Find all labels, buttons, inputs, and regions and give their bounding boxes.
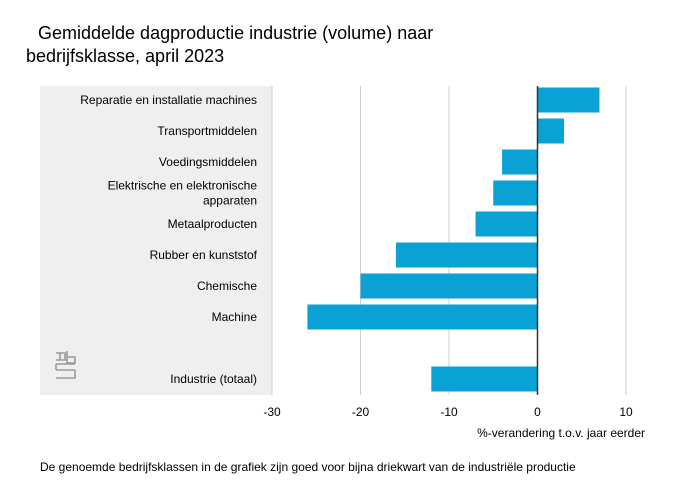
x-axis-label: %-verandering t.o.v. jaar eerder <box>477 426 645 440</box>
bar <box>307 304 538 330</box>
label-panel <box>40 86 272 395</box>
x-tick-label: 0 <box>534 405 541 419</box>
bar <box>360 273 538 299</box>
chart-title-line-2: bedrijfsklasse, april 2023 <box>26 46 225 66</box>
bar <box>431 366 538 392</box>
x-tick-label: -10 <box>440 405 458 419</box>
category-labels: Reparatie en installatie machines Transpo… <box>80 93 257 386</box>
bar <box>493 180 538 206</box>
category-label: Reparatie en installatie machines <box>80 93 257 107</box>
category-label: Voedingsmiddelen <box>159 155 257 169</box>
chart-title-line-1: Gemiddelde dagproductie industrie (volum… <box>38 23 434 43</box>
cbs-logo-icon <box>55 351 76 379</box>
x-tick-label: 10 <box>619 405 633 419</box>
category-label: Chemische <box>197 279 257 293</box>
bar <box>475 211 538 237</box>
chart-title: Gemiddelde dagproductie industrie (volum… <box>26 22 433 68</box>
bar <box>537 118 565 144</box>
category-label: Industrie (totaal) <box>170 372 257 386</box>
bar <box>537 87 600 113</box>
category-label: Rubber en kunststof <box>150 248 258 262</box>
category-label: Transportmiddelen <box>157 124 257 138</box>
category-label: Machine <box>212 310 258 324</box>
x-tick-labels: -30 -20 -10 0 10 <box>263 405 633 419</box>
x-tick-label: -20 <box>352 405 370 419</box>
category-label: Elektrische en elektronische apparaten <box>108 179 258 208</box>
bar <box>502 149 538 175</box>
category-label: Metaalproducten <box>168 217 257 231</box>
grid-lines <box>271 86 627 395</box>
bars <box>307 86 600 395</box>
bar <box>395 242 538 268</box>
x-tick-label: -30 <box>263 405 281 419</box>
footnote: De genoemde bedrijfsklassen in de grafie… <box>40 460 576 474</box>
